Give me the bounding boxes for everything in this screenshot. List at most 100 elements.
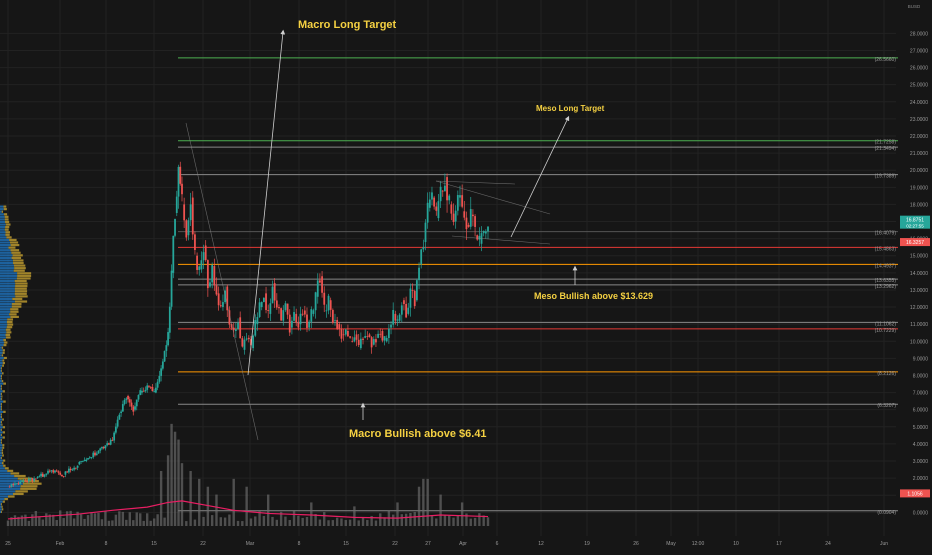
candle-body — [19, 482, 21, 485]
candle-body — [254, 320, 256, 336]
candle-body — [463, 211, 465, 217]
profile-bar-b — [12, 298, 22, 300]
profile-bar-a — [0, 270, 14, 272]
profile-bar-b — [15, 293, 27, 295]
profile-bar-a — [0, 472, 11, 474]
candle-body — [51, 470, 53, 471]
volume-bar — [125, 520, 127, 526]
candle-body — [196, 256, 198, 270]
x-tick-label: Feb — [56, 541, 65, 547]
profile-bar-a — [0, 295, 15, 297]
candle-body — [241, 338, 243, 346]
y-tick-label: 26.0000 — [910, 66, 928, 72]
profile-bar-a — [0, 285, 15, 287]
volume-bar — [401, 514, 403, 526]
volume-bar — [306, 517, 308, 526]
candle-body — [11, 484, 13, 487]
profile-bar-b — [4, 341, 7, 343]
candle-body — [213, 266, 215, 285]
candle-body — [37, 477, 39, 478]
candle-body — [485, 231, 487, 233]
volume-bar — [170, 424, 172, 526]
profile-bar-a — [0, 334, 6, 336]
profile-bar-b — [9, 239, 16, 241]
candle-body — [188, 220, 190, 235]
candle-body — [474, 216, 476, 227]
candle-body — [40, 474, 42, 476]
candle-body — [167, 332, 169, 345]
volume-bar — [345, 520, 347, 526]
profile-bar-a — [0, 344, 4, 346]
candle-body — [85, 460, 87, 461]
candle-body — [375, 339, 377, 342]
profile-bar-a — [0, 413, 1, 415]
profile-bar-b — [3, 205, 6, 207]
volume-bar — [254, 516, 256, 526]
volume-bar — [66, 511, 68, 526]
profile-bar-b — [5, 467, 9, 469]
profile-bar-a — [0, 390, 3, 392]
candle-body — [293, 312, 295, 321]
candle-body — [334, 320, 336, 321]
candle-body — [120, 412, 122, 414]
y-tick-label: 22.0000 — [910, 134, 928, 140]
profile-bar-b — [1, 403, 2, 405]
volume-bar — [245, 487, 247, 526]
volume-bar — [31, 514, 33, 526]
candle-body — [61, 475, 63, 476]
x-tick-label: 22 — [200, 541, 206, 547]
volume-bar — [237, 521, 239, 526]
candle-body — [179, 167, 181, 184]
profile-bar-a — [0, 226, 5, 228]
profile-bar-b — [4, 213, 7, 215]
volume-bar — [156, 514, 158, 526]
volume-bar — [448, 516, 450, 526]
profile-bar-b — [2, 354, 3, 356]
profile-bar-a — [0, 265, 14, 267]
profile-bar-b — [2, 211, 3, 213]
volume-bar — [233, 479, 235, 526]
candle-body — [422, 247, 424, 249]
candle-body — [190, 204, 192, 220]
profile-bar-a — [0, 359, 2, 361]
profile-bar-b — [1, 367, 2, 369]
volume-bar — [56, 520, 58, 526]
candle-body — [384, 336, 386, 340]
candle-body — [246, 338, 248, 339]
profile-bar-a — [0, 367, 1, 369]
profile-bar-a — [0, 495, 8, 497]
profile-bar-a — [0, 470, 7, 472]
volume-bar — [267, 495, 269, 526]
candle-body — [321, 276, 323, 293]
profile-bar-b — [1, 439, 2, 441]
profile-bar-b — [13, 254, 23, 256]
candle-body — [448, 196, 450, 201]
candle-body — [388, 329, 390, 338]
volume-bar — [379, 513, 381, 526]
profile-bar-a — [0, 506, 1, 508]
candle-body — [146, 385, 148, 389]
candle-body — [414, 291, 416, 306]
y-tick-label: 23.0000 — [910, 117, 928, 123]
profile-bar-a — [0, 280, 15, 282]
candle-body — [466, 218, 468, 230]
volume-bar — [228, 515, 230, 526]
volume-bar — [340, 518, 342, 526]
y-tick-label: 15.0000 — [910, 254, 928, 260]
candle-body — [172, 236, 174, 273]
currency-label: BUSD — [908, 4, 921, 9]
level-label: (14.4937) — [875, 263, 897, 269]
profile-bar-b — [15, 490, 28, 492]
candle-body — [349, 336, 351, 337]
profile-bar-b — [12, 303, 22, 305]
y-tick-label: 0.0000 — [913, 510, 929, 516]
volume-bar — [153, 518, 155, 526]
profile-bar-b — [4, 344, 7, 346]
volume-bar — [94, 513, 96, 526]
profile-bar-b — [1, 377, 2, 379]
profile-bar-b — [1, 429, 2, 431]
candle-body — [239, 317, 241, 338]
profile-bar-b — [2, 372, 4, 374]
